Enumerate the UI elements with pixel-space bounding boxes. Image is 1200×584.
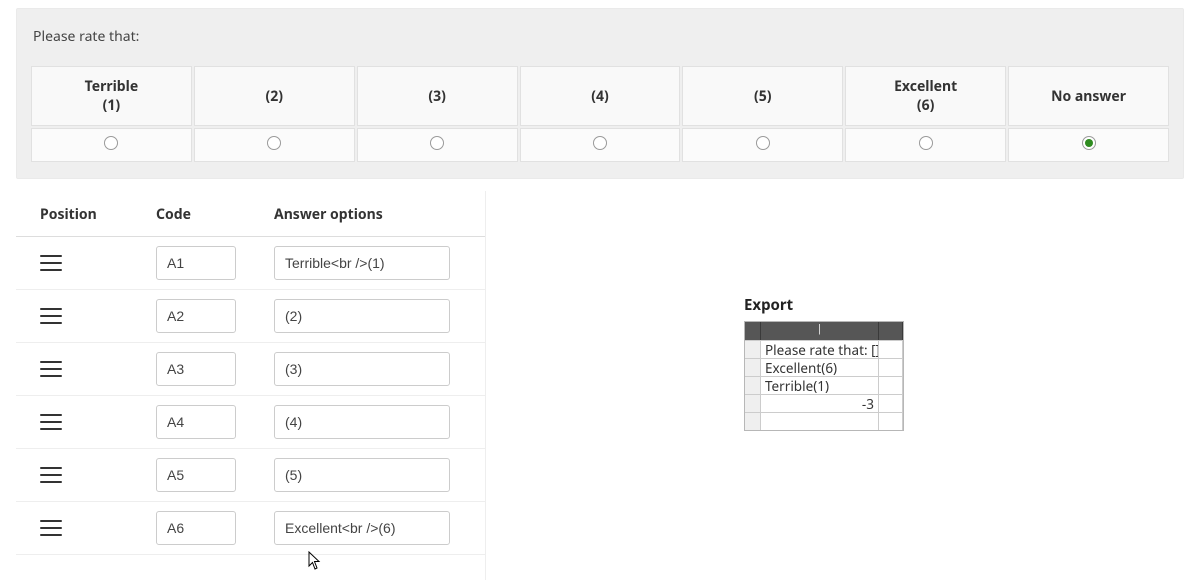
spreadsheet-row-head[interactable] bbox=[745, 340, 761, 358]
spreadsheet-row-head[interactable] bbox=[745, 412, 761, 430]
radio-option-1[interactable] bbox=[104, 136, 118, 150]
drag-handle-icon[interactable] bbox=[40, 413, 62, 431]
editor-header: Position Code Answer options bbox=[16, 205, 485, 237]
spreadsheet-row: Please rate that: [] To bbox=[745, 340, 903, 358]
spreadsheet-row: Excellent(6) bbox=[745, 358, 903, 376]
spreadsheet-row: -3 bbox=[745, 394, 903, 412]
spreadsheet-cell[interactable]: Terrible(1) bbox=[761, 376, 879, 394]
answer-input[interactable] bbox=[274, 299, 450, 333]
col-header-answer: Answer options bbox=[274, 205, 475, 224]
spreadsheet-col-b[interactable] bbox=[879, 322, 903, 340]
drag-handle-icon[interactable] bbox=[40, 307, 62, 325]
radio-option-5[interactable] bbox=[756, 136, 770, 150]
rating-table: Terrible (1) (2) (3) (4) (5) bbox=[29, 64, 1171, 164]
answer-input[interactable] bbox=[274, 246, 450, 280]
export-title: Export bbox=[744, 295, 904, 315]
rating-radio-row bbox=[31, 128, 1169, 162]
editor-row bbox=[16, 449, 485, 502]
question-preview-panel: Please rate that: Terrible (1) (2) (3) bbox=[16, 8, 1184, 179]
rating-header-6: Excellent (6) bbox=[845, 66, 1006, 126]
spreadsheet-cell[interactable]: Excellent(6) bbox=[761, 358, 879, 376]
rating-header-row: Terrible (1) (2) (3) (4) (5) bbox=[31, 66, 1169, 126]
drag-handle-icon[interactable] bbox=[40, 519, 62, 537]
spreadsheet-cell[interactable] bbox=[879, 340, 903, 358]
cursor-arrow-icon bbox=[308, 551, 322, 571]
spreadsheet-row bbox=[745, 412, 903, 430]
code-input[interactable] bbox=[156, 458, 236, 492]
question-title: Please rate that: bbox=[33, 27, 1171, 46]
col-header-code: Code bbox=[156, 205, 274, 224]
drag-handle-icon[interactable] bbox=[40, 360, 62, 378]
export-panel: Export | Please rate that: [] To Excelle… bbox=[744, 295, 904, 431]
spreadsheet-row: Terrible(1) bbox=[745, 376, 903, 394]
answer-editor-panel: Position Code Answer options bbox=[16, 191, 486, 580]
answer-input[interactable] bbox=[274, 458, 450, 492]
col-header-position: Position bbox=[40, 205, 156, 224]
drag-handle-icon[interactable] bbox=[40, 466, 62, 484]
code-input[interactable] bbox=[156, 405, 236, 439]
radio-option-6[interactable] bbox=[919, 136, 933, 150]
code-input[interactable] bbox=[156, 246, 236, 280]
code-input[interactable] bbox=[156, 299, 236, 333]
spreadsheet-row-head[interactable] bbox=[745, 358, 761, 376]
radio-option-noanswer[interactable] bbox=[1082, 136, 1096, 150]
spreadsheet-active-cell[interactable]: Please rate that: [] To bbox=[761, 340, 879, 358]
rating-header-2: (2) bbox=[194, 66, 355, 126]
code-input[interactable] bbox=[156, 352, 236, 386]
editor-row bbox=[16, 502, 485, 555]
spreadsheet-header-row: | bbox=[745, 322, 903, 340]
answer-input[interactable] bbox=[274, 352, 450, 386]
radio-option-2[interactable] bbox=[267, 136, 281, 150]
spreadsheet-corner[interactable] bbox=[745, 322, 761, 340]
spreadsheet-row-head[interactable] bbox=[745, 394, 761, 412]
spreadsheet-cell[interactable]: -3 bbox=[761, 394, 879, 412]
rating-header-1: Terrible (1) bbox=[31, 66, 192, 126]
spreadsheet: | Please rate that: [] To Excellent(6) T… bbox=[744, 321, 904, 431]
rating-header-noanswer: No answer bbox=[1008, 66, 1169, 126]
answer-input[interactable] bbox=[274, 405, 450, 439]
spreadsheet-cell[interactable] bbox=[879, 376, 903, 394]
spreadsheet-cell[interactable] bbox=[879, 358, 903, 376]
editor-row bbox=[16, 343, 485, 396]
editor-row bbox=[16, 396, 485, 449]
code-input[interactable] bbox=[156, 511, 236, 545]
answer-input[interactable] bbox=[274, 511, 450, 545]
spreadsheet-cell[interactable] bbox=[879, 412, 903, 430]
editor-row bbox=[16, 290, 485, 343]
spreadsheet-cell[interactable] bbox=[879, 394, 903, 412]
spreadsheet-row-head[interactable] bbox=[745, 376, 761, 394]
radio-option-4[interactable] bbox=[593, 136, 607, 150]
rating-header-4: (4) bbox=[520, 66, 681, 126]
drag-handle-icon[interactable] bbox=[40, 254, 62, 272]
rating-header-3: (3) bbox=[357, 66, 518, 126]
spreadsheet-col-a[interactable]: | bbox=[761, 322, 879, 340]
rating-header-5: (5) bbox=[682, 66, 843, 126]
spreadsheet-cell[interactable] bbox=[761, 412, 879, 430]
radio-option-3[interactable] bbox=[430, 136, 444, 150]
editor-row bbox=[16, 237, 485, 290]
